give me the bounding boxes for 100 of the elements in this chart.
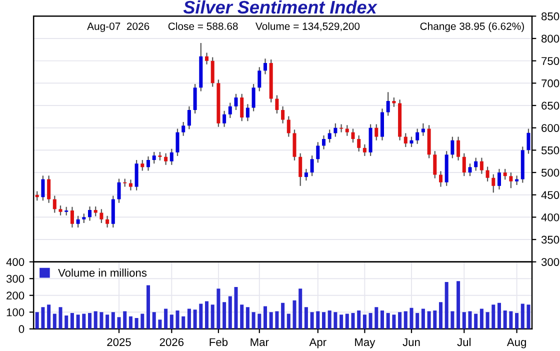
candlestick bbox=[146, 156, 150, 172]
x-tick-label: 2025 bbox=[107, 338, 131, 346]
bar bbox=[258, 314, 262, 329]
bar bbox=[386, 312, 390, 329]
candlestick bbox=[492, 174, 496, 194]
candlestick bbox=[35, 190, 39, 202]
bar bbox=[509, 311, 513, 329]
bar bbox=[520, 304, 524, 329]
candlestick bbox=[509, 172, 513, 189]
bar bbox=[492, 304, 496, 329]
bar bbox=[433, 310, 437, 329]
bar bbox=[76, 314, 80, 329]
candlestick bbox=[421, 122, 425, 136]
y-tick-label: 200 bbox=[6, 292, 24, 300]
candlestick bbox=[88, 206, 92, 222]
candlestick bbox=[275, 94, 279, 114]
bar bbox=[158, 320, 162, 329]
candlestick bbox=[298, 152, 302, 186]
candlestick bbox=[292, 129, 296, 161]
y-tick-label: 300 bbox=[541, 258, 560, 266]
bar bbox=[170, 314, 174, 329]
candlestick bbox=[462, 152, 466, 177]
annotation: Volume = 134,529,200 bbox=[255, 22, 360, 32]
bar bbox=[351, 312, 355, 329]
bar bbox=[134, 318, 138, 329]
candlestick bbox=[228, 102, 232, 119]
candlestick bbox=[205, 52, 209, 65]
bar bbox=[392, 314, 396, 329]
bar bbox=[64, 315, 68, 329]
bar bbox=[345, 314, 349, 329]
bar bbox=[480, 308, 484, 329]
bar bbox=[298, 288, 302, 329]
candlestick bbox=[438, 170, 442, 188]
y-tick-label: 400 bbox=[6, 258, 24, 266]
candlestick bbox=[70, 206, 74, 228]
candlestick bbox=[357, 134, 361, 152]
bar bbox=[228, 296, 232, 329]
candlestick bbox=[386, 92, 390, 116]
bar bbox=[94, 311, 98, 329]
bar bbox=[58, 307, 62, 329]
candlestick bbox=[433, 150, 437, 179]
candlestick bbox=[503, 168, 507, 180]
candlestick bbox=[140, 159, 144, 172]
x-tick-label: Jul bbox=[457, 338, 470, 346]
bar bbox=[269, 312, 273, 329]
candlestick bbox=[486, 166, 490, 182]
bar bbox=[117, 317, 121, 329]
candlestick bbox=[82, 213, 86, 224]
candlestick bbox=[526, 128, 530, 154]
y-tick-label: 600 bbox=[542, 124, 560, 132]
candlestick bbox=[404, 132, 408, 148]
bar bbox=[222, 302, 226, 329]
bar bbox=[140, 314, 144, 329]
candlestick bbox=[456, 136, 460, 161]
bar bbox=[427, 311, 431, 329]
legend-label: Volume in millions bbox=[58, 268, 147, 277]
y-tick-label: 700 bbox=[542, 79, 560, 88]
candlestick bbox=[106, 215, 110, 228]
candlestick bbox=[187, 106, 191, 130]
bar bbox=[263, 306, 268, 329]
candlestick bbox=[497, 168, 501, 190]
bar bbox=[310, 312, 314, 329]
annotation: Aug-07 2026 bbox=[87, 22, 150, 32]
bar bbox=[193, 310, 197, 329]
x-tick-label: May bbox=[355, 338, 376, 348]
bar bbox=[152, 312, 156, 329]
candlestick bbox=[240, 93, 244, 122]
bar bbox=[35, 312, 39, 329]
bar bbox=[340, 314, 344, 329]
candlestick bbox=[362, 144, 366, 157]
bar bbox=[515, 312, 519, 329]
x-tick-label: Jun bbox=[402, 338, 420, 346]
bar bbox=[286, 314, 290, 329]
bar bbox=[456, 281, 460, 329]
candlestick bbox=[193, 83, 197, 114]
bar bbox=[82, 314, 86, 329]
candlestick bbox=[222, 110, 226, 128]
y-tick-label: 100 bbox=[6, 308, 24, 316]
bar bbox=[164, 308, 168, 329]
candlestick bbox=[374, 124, 378, 141]
y-tick-label: 300 bbox=[6, 274, 24, 283]
annotation: Close = 588.68 bbox=[168, 22, 238, 30]
candlestick bbox=[322, 134, 326, 150]
bar bbox=[474, 314, 478, 329]
y-tick-label: 0 bbox=[18, 325, 24, 334]
bar bbox=[176, 310, 180, 329]
x-tick-label: Feb bbox=[210, 338, 228, 346]
bar bbox=[462, 312, 466, 329]
bar bbox=[362, 314, 366, 329]
y-tick-label: 450 bbox=[541, 191, 560, 199]
bar bbox=[421, 308, 425, 329]
candlestick bbox=[345, 124, 349, 136]
x-tick-label: Mar bbox=[250, 338, 269, 346]
y-tick-label: 500 bbox=[541, 168, 560, 177]
x-tick-label: Aug bbox=[506, 338, 526, 348]
bar bbox=[322, 312, 326, 329]
candlestick bbox=[41, 175, 45, 202]
x-tick-label: 2026 bbox=[160, 338, 184, 346]
bar bbox=[128, 316, 132, 329]
candlestick bbox=[304, 168, 308, 182]
